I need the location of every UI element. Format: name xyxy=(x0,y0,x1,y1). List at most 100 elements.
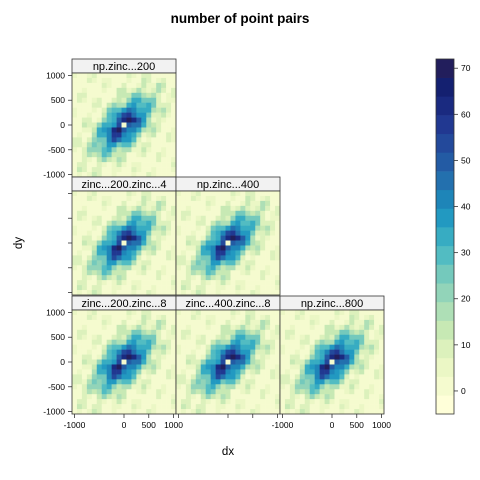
heatmap-cell xyxy=(171,334,177,341)
heatmap-cell xyxy=(215,220,221,226)
panel: np.zinc...200 xyxy=(71,58,177,178)
heatmap-cell xyxy=(106,230,112,236)
heatmap-cell xyxy=(245,324,251,331)
heatmap-cell xyxy=(106,152,112,158)
heatmap-cell xyxy=(121,394,127,400)
heatmap-cell xyxy=(121,329,127,336)
heatmap-cell xyxy=(141,399,147,405)
heatmap-cell xyxy=(96,409,103,415)
heatmap-cell xyxy=(121,359,127,365)
heatmap-cell xyxy=(126,374,132,380)
heatmap-cell xyxy=(151,265,157,271)
heatmap-cell xyxy=(111,389,117,395)
heatmap-cell xyxy=(126,162,132,168)
heatmap-cell xyxy=(91,314,98,321)
heatmap-cell xyxy=(205,329,211,336)
heatmap-cell xyxy=(334,310,340,316)
heatmap-cell xyxy=(180,314,187,321)
heatmap-cell xyxy=(334,364,340,370)
heatmap-cell xyxy=(304,404,311,410)
heatmap-cell xyxy=(106,137,112,143)
heatmap-cell xyxy=(131,205,137,212)
heatmap-cell xyxy=(171,275,177,281)
heatmap-cell xyxy=(176,215,182,222)
heatmap-cell xyxy=(235,344,241,350)
heatmap-cell xyxy=(225,339,231,345)
heatmap-cell xyxy=(76,379,83,385)
heatmap-cell xyxy=(106,369,112,375)
heatmap-cell xyxy=(200,374,207,380)
heatmap-cell xyxy=(166,97,172,104)
heatmap-cell xyxy=(260,210,266,217)
heatmap-cell xyxy=(220,314,226,321)
heatmap-cell xyxy=(111,324,117,331)
heatmap-cell xyxy=(284,314,291,321)
heatmap-cell xyxy=(220,210,226,217)
heatmap-cell xyxy=(369,399,375,405)
heatmap-cell xyxy=(379,339,385,345)
heatmap-cell xyxy=(275,310,281,316)
heatmap-cell xyxy=(225,245,231,251)
heatmap-cell xyxy=(131,255,137,261)
heatmap-cell xyxy=(260,404,266,410)
colorbar-tick-label: 70 xyxy=(461,63,471,73)
heatmap-cell xyxy=(116,167,122,173)
heatmap-cell xyxy=(156,349,162,355)
heatmap-cell xyxy=(76,132,83,138)
heatmap-cell xyxy=(131,329,137,336)
heatmap-cell xyxy=(205,344,211,350)
heatmap-cell xyxy=(106,354,112,360)
heatmap-cell xyxy=(116,117,122,123)
heatmap-cell xyxy=(319,359,325,365)
heatmap-cell xyxy=(146,404,152,410)
heatmap-cell xyxy=(161,210,167,217)
heatmap-cell xyxy=(141,260,147,266)
heatmap-cell xyxy=(171,147,177,153)
heatmap-cell xyxy=(344,310,350,316)
heatmap-cell xyxy=(111,152,117,158)
heatmap-cell xyxy=(240,344,246,350)
heatmap-cell xyxy=(156,162,162,168)
heatmap-cell xyxy=(141,240,147,246)
heatmap-cell xyxy=(76,384,83,390)
heatmap-cell xyxy=(101,270,107,276)
heatmap-cell xyxy=(126,250,132,256)
heatmap-cell xyxy=(329,314,335,321)
heatmap-cell xyxy=(121,157,127,163)
heatmap-cell xyxy=(185,260,192,266)
heatmap-cell xyxy=(161,137,167,143)
heatmap-cell xyxy=(255,270,261,276)
heatmap-cell xyxy=(72,225,78,231)
heatmap-cell xyxy=(309,349,315,355)
heatmap-cell xyxy=(190,250,197,256)
heatmap-cell xyxy=(359,394,365,400)
heatmap-cell xyxy=(121,285,127,291)
heatmap-cell xyxy=(289,369,296,375)
heatmap-cell xyxy=(126,73,132,79)
heatmap-cell xyxy=(280,374,286,380)
heatmap-cell xyxy=(176,349,182,355)
heatmap-cell xyxy=(275,270,281,276)
heatmap-cell xyxy=(280,354,286,360)
heatmap-cell xyxy=(81,245,88,251)
heatmap-cell xyxy=(72,285,78,291)
heatmap-cell xyxy=(171,280,177,286)
heatmap-cell xyxy=(96,112,103,118)
heatmap-cell xyxy=(96,162,103,168)
heatmap-cell xyxy=(364,334,370,341)
heatmap-cell xyxy=(106,275,112,281)
heatmap-cell xyxy=(121,195,127,202)
heatmap-cell xyxy=(141,310,147,316)
heatmap-cell xyxy=(240,265,246,271)
heatmap-cell xyxy=(126,270,132,276)
heatmap-cell xyxy=(250,329,256,336)
heatmap-cell xyxy=(280,394,286,400)
heatmap-cell xyxy=(101,344,107,350)
heatmap-cell xyxy=(200,349,207,355)
heatmap-cell xyxy=(116,250,122,256)
heatmap-cell xyxy=(265,225,271,231)
heatmap-cell xyxy=(275,225,281,231)
heatmap-cell xyxy=(111,334,117,341)
heatmap-cell xyxy=(136,339,142,345)
heatmap-cell xyxy=(359,324,365,331)
